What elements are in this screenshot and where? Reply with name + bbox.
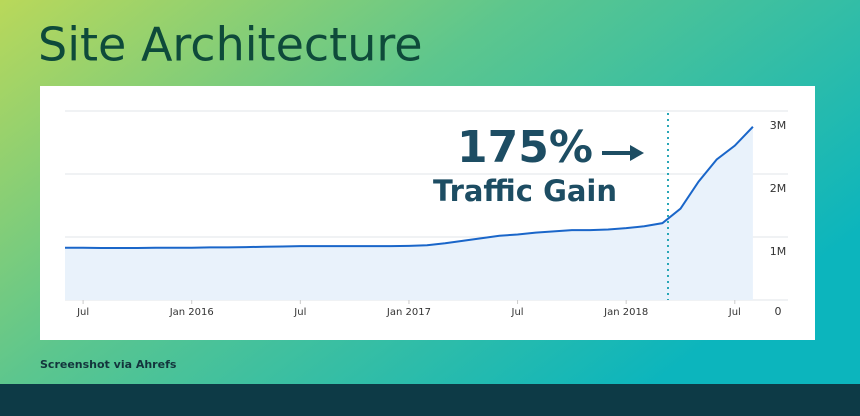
annotation-value: 175% <box>457 122 593 173</box>
x-tick-label: Jan 2017 <box>386 307 431 318</box>
footer-band <box>0 384 860 416</box>
annotation-arrowhead <box>630 145 644 161</box>
title: Site Architecture <box>38 18 423 72</box>
x-tick-label: Jan 2018 <box>603 307 648 318</box>
y-tick-label: 2M <box>770 182 787 195</box>
annotation-text: Traffic Gain <box>433 174 617 208</box>
plot: 0 1M 2M 3M Jul Jan 2016 Jul Jan 2017 Jul Jan 2018… <box>65 110 788 318</box>
area <box>65 126 753 300</box>
y-tick-label: 3M <box>770 119 787 132</box>
line <box>65 126 754 250</box>
y-tick-label: 1M <box>770 245 787 258</box>
x-tick-label: Jul <box>728 307 741 318</box>
x-tick-label: Jan 2016 <box>169 307 214 318</box>
y-tick-label: 0 <box>775 305 782 318</box>
x-tick-label: Jul <box>293 307 306 318</box>
x-tick-label: Jul <box>511 307 524 318</box>
x-tick-label: Jul <box>76 307 89 318</box>
caption: Screenshot via Ahrefs <box>40 358 177 371</box>
